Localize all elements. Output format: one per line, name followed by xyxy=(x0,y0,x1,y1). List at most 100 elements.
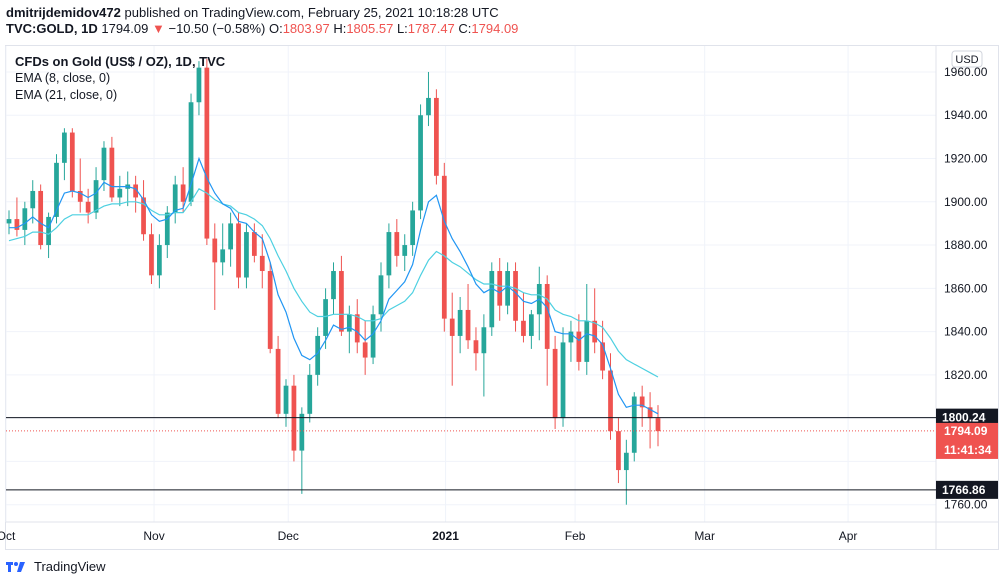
candle-body xyxy=(426,97,431,116)
candle-body xyxy=(481,327,487,354)
candle-body xyxy=(149,234,154,276)
level-price-label: 1766.86 xyxy=(942,483,986,497)
footer: TradingView xyxy=(6,559,106,574)
candle-body xyxy=(307,374,313,414)
candle-body xyxy=(505,271,510,306)
candle-body xyxy=(259,255,265,272)
candle-body xyxy=(117,188,123,198)
candle-body xyxy=(244,232,249,278)
x-tick-label: Oct xyxy=(0,529,16,543)
y-tick-label: 1940.00 xyxy=(944,108,988,122)
candle-body xyxy=(196,67,202,103)
candle-body xyxy=(339,271,344,332)
currency-button-label[interactable]: USD xyxy=(955,54,978,66)
candle-body xyxy=(592,320,598,343)
open-value: 1803.97 xyxy=(282,21,330,36)
author-name[interactable]: dmitrijdemidov472 xyxy=(6,5,121,20)
candle-body xyxy=(616,431,621,471)
candle-body xyxy=(54,162,59,217)
close-value: 1794.09 xyxy=(471,21,519,36)
candle-body xyxy=(560,342,566,419)
candle-body xyxy=(370,314,376,358)
symbol: TVC:GOLD, 1D xyxy=(6,21,98,36)
open-label: O: xyxy=(268,21,283,36)
candle-body xyxy=(323,299,328,336)
level-price-badge xyxy=(936,480,998,499)
legend-title: CFDs on Gold (US$ / OZ), 1D, TVC xyxy=(15,54,226,69)
candle-body xyxy=(473,340,479,354)
last-price-label: 1794.09 xyxy=(944,424,988,438)
candle-body xyxy=(402,245,408,256)
candle-body xyxy=(212,238,218,263)
candle-body xyxy=(378,275,384,315)
candle-body xyxy=(489,271,495,328)
x-tick-label: Dec xyxy=(278,529,299,543)
candle-body xyxy=(93,180,99,213)
candle-body xyxy=(6,219,12,224)
candle-body xyxy=(30,190,36,209)
ema21-line[interactable] xyxy=(8,188,659,378)
candle-body xyxy=(204,67,210,239)
candle-body xyxy=(46,216,51,246)
candle-body xyxy=(608,370,613,432)
candle-body xyxy=(315,335,321,375)
candle-body xyxy=(275,348,281,414)
candle-body xyxy=(354,314,360,343)
candle-body xyxy=(631,396,637,453)
candle-body xyxy=(552,348,558,419)
brand-name[interactable]: TradingView xyxy=(34,559,106,574)
candle-body xyxy=(600,342,605,371)
level-price-label: 1800.24 xyxy=(942,411,986,425)
candle-body xyxy=(101,147,107,181)
y-tick-label: 1860.00 xyxy=(944,281,988,295)
candle-body xyxy=(386,232,392,276)
candle-body xyxy=(220,249,226,263)
candle-body xyxy=(164,212,170,246)
x-tick-label: Apr xyxy=(839,529,858,543)
bar-countdown-label: 11:41:34 xyxy=(944,443,992,457)
candle-body xyxy=(465,309,471,341)
candle-body xyxy=(639,396,645,408)
ema8-line[interactable] xyxy=(9,156,659,415)
legend-ema8[interactable]: EMA (8, close, 0) xyxy=(15,71,111,85)
currency-button[interactable] xyxy=(951,50,983,68)
legend-ema21[interactable]: EMA (21, close, 0) xyxy=(15,88,118,102)
candle-body xyxy=(394,232,400,256)
candle-body xyxy=(299,413,305,451)
candle-body xyxy=(584,320,590,362)
x-tick-label: Nov xyxy=(143,529,164,543)
candle-body xyxy=(85,201,91,213)
candle-body xyxy=(62,132,67,163)
candle-body xyxy=(449,318,455,336)
candle-body xyxy=(180,184,186,202)
candle-body xyxy=(291,385,297,451)
down-arrow-icon: ▼ xyxy=(151,21,165,36)
candle-body xyxy=(441,175,447,319)
candle-body xyxy=(77,190,83,202)
candle-body xyxy=(346,314,352,332)
candle-body xyxy=(69,132,75,191)
candle-body xyxy=(109,147,115,198)
candle-body xyxy=(418,115,423,211)
y-tick-label: 1820.00 xyxy=(944,368,988,382)
ohlc-line: TVC:GOLD, 1D 1794.09 ▼ −10.50 (−0.58%) O… xyxy=(6,21,518,37)
y-tick-label: 1840.00 xyxy=(944,325,988,339)
candle-body xyxy=(434,97,439,176)
y-tick-label: 1920.00 xyxy=(944,152,988,166)
y-tick-label: 1960.00 xyxy=(944,65,988,79)
candle-body xyxy=(362,342,368,358)
y-tick-label: 1880.00 xyxy=(944,238,988,252)
candle-body xyxy=(267,271,273,349)
candle-body xyxy=(497,271,503,306)
last-price: 1794.09 xyxy=(101,21,149,36)
candle-body xyxy=(141,197,146,235)
high-value: 1805.57 xyxy=(346,21,394,36)
candle-body xyxy=(172,184,178,213)
x-tick-label: 2021 xyxy=(432,529,459,543)
candle-body xyxy=(251,232,257,256)
low-label: L: xyxy=(396,21,408,36)
published-text: published on TradingView.com, February 2… xyxy=(124,5,499,20)
chart-legend: CFDs on Gold (US$ / OZ), 1D, TVC EMA (8,… xyxy=(15,53,225,104)
publish-line: dmitrijdemidov472 published on TradingVi… xyxy=(6,5,499,21)
